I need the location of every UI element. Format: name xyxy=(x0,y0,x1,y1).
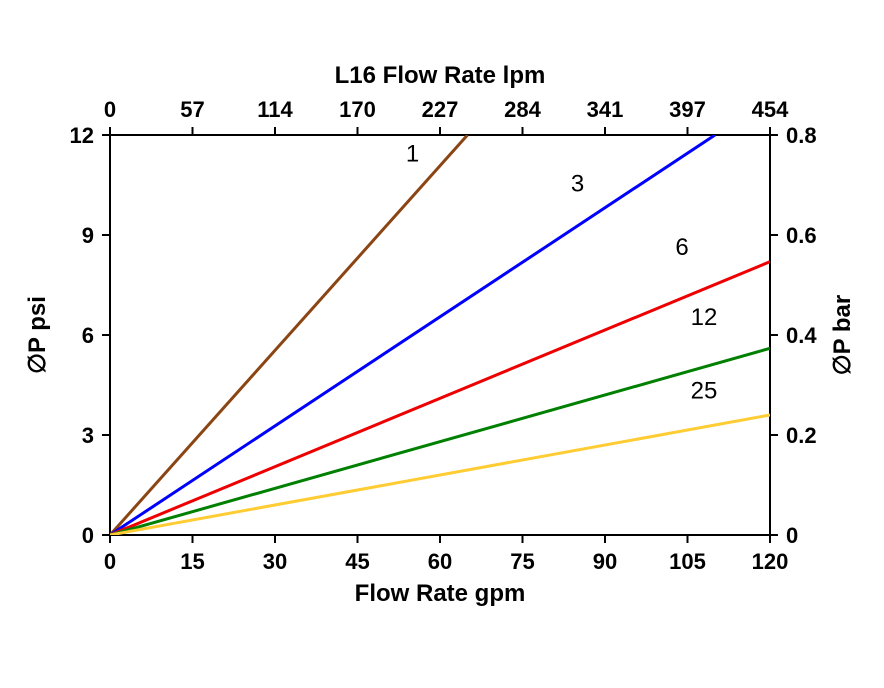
x-top-tick-label: 284 xyxy=(504,97,541,122)
chart-container: 0153045607590105120Flow Rate gpm05711417… xyxy=(0,0,884,688)
x-bottom-tick-label: 120 xyxy=(752,549,789,574)
x-bottom-tick-label: 0 xyxy=(104,549,116,574)
y-right-tick-label: 0.8 xyxy=(786,123,817,148)
x-top-tick-label: 454 xyxy=(752,97,789,122)
y-left-tick-label: 9 xyxy=(82,223,94,248)
series-label-3: 3 xyxy=(571,171,584,198)
y-right-tick-label: 0.2 xyxy=(786,423,817,448)
y-right-tick-label: 0.6 xyxy=(786,223,817,248)
x-top-tick-label: 227 xyxy=(422,97,459,122)
series-label-6: 6 xyxy=(675,234,688,261)
x-top-tick-label: 170 xyxy=(339,97,376,122)
x-bottom-tick-label: 75 xyxy=(510,549,534,574)
x-bottom-tick-label: 15 xyxy=(180,549,204,574)
y-left-tick-label: 12 xyxy=(70,123,94,148)
y-left-tick-label: 3 xyxy=(82,423,94,448)
x-top-tick-label: 397 xyxy=(669,97,706,122)
series-label-25: 25 xyxy=(691,377,718,404)
y-left-tick-label: 0 xyxy=(82,523,94,548)
series-label-1: 1 xyxy=(406,141,419,168)
x-top-tick-label: 114 xyxy=(257,97,293,122)
x-bottom-tick-label: 60 xyxy=(428,549,452,574)
x-top-tick-label: 341 xyxy=(587,97,624,122)
y-right-tick-label: 0 xyxy=(786,523,798,548)
y-right-tick-label: 0.4 xyxy=(786,323,817,348)
x-bottom-tick-label: 90 xyxy=(593,549,617,574)
chart-top-title: L16 Flow Rate lpm xyxy=(335,62,546,89)
x-top-tick-label: 0 xyxy=(104,97,116,122)
y-left-axis-label: ∅P psi xyxy=(24,296,51,374)
x-bottom-tick-label: 45 xyxy=(345,549,369,574)
pressure-flow-chart: 0153045607590105120Flow Rate gpm05711417… xyxy=(0,0,884,688)
x-bottom-tick-label: 30 xyxy=(263,549,287,574)
y-left-tick-label: 6 xyxy=(82,323,94,348)
x-top-tick-label: 57 xyxy=(180,97,204,122)
y-right-axis-label: ∅P bar xyxy=(829,295,856,376)
x-bottom-tick-label: 105 xyxy=(669,549,706,574)
series-label-12: 12 xyxy=(691,304,718,331)
x-bottom-axis-label: Flow Rate gpm xyxy=(355,580,526,607)
